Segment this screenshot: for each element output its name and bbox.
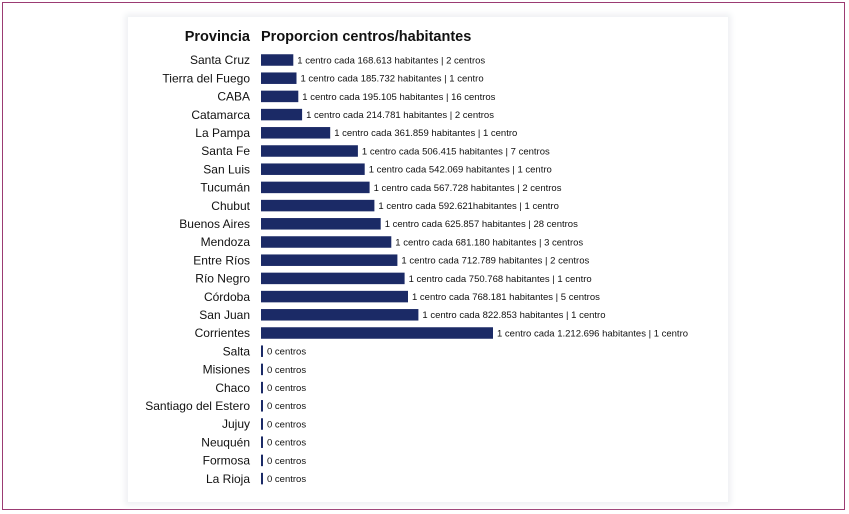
data-label: 1 centro cada 567.728 habitantes | 2 cen… <box>374 183 562 194</box>
bar <box>261 309 419 321</box>
category-label: Misiones <box>203 363 250 377</box>
bar <box>261 181 370 194</box>
chart-rows: Santa Cruz 1 centro cada 168.613 habitant… <box>145 53 688 486</box>
category-label: CABA <box>217 90 250 104</box>
bar <box>261 199 375 212</box>
bar <box>261 72 297 84</box>
category-label: Salta <box>223 344 251 358</box>
bar <box>261 345 263 357</box>
data-label: 1 centro cada 1.212.696 habitantes | 1 c… <box>497 328 688 339</box>
data-label: 0 centros <box>267 347 306 358</box>
bar <box>261 472 263 485</box>
category-label: Córdoba <box>204 290 250 304</box>
data-label: 1 centro cada 768.181 habitantes | 5 cen… <box>412 292 600 303</box>
bar <box>261 363 263 376</box>
bar <box>261 90 299 103</box>
data-label: 1 centro cada 712.789 habitantes | 2 cen… <box>401 256 589 267</box>
data-label: 1 centro cada 168.613 habitantes | 2 cen… <box>297 55 485 66</box>
data-label: 1 centro cada 214.781 habitantes | 2 cen… <box>306 110 494 121</box>
category-label: Neuquén <box>201 435 250 449</box>
bar <box>261 454 263 467</box>
category-label: Chaco <box>215 381 250 395</box>
bar <box>261 254 398 266</box>
category-label: La Rioja <box>206 472 250 486</box>
bar <box>261 54 294 66</box>
data-label: 1 centro cada 750.768 habitantes | 1 cen… <box>409 274 592 285</box>
category-label: Santiago del Estero <box>145 399 250 413</box>
category-label: San Luis <box>203 162 250 176</box>
category-label: Catamarca <box>191 108 250 122</box>
bar <box>261 236 392 248</box>
data-label: 1 centro cada 195.105 habitantes | 16 ce… <box>302 92 495 103</box>
category-label: Tierra del Fuego <box>162 71 250 85</box>
category-label: Santa Fe <box>201 144 250 158</box>
data-label: 0 centros <box>267 383 306 394</box>
category-label: Santa Cruz <box>190 53 250 67</box>
category-label: Chubut <box>211 199 250 213</box>
bar <box>261 108 303 121</box>
category-label: Buenos Aires <box>179 217 250 231</box>
data-label: 0 centros <box>267 438 306 449</box>
bar <box>261 272 405 285</box>
bar <box>261 218 381 230</box>
data-label: 1 centro cada 506.415 habitantes | 7 cen… <box>362 146 550 157</box>
data-label: 1 centro cada 185.732 habitantes | 1 cen… <box>301 74 484 85</box>
bar <box>261 145 358 157</box>
category-label: Entre Ríos <box>193 253 250 267</box>
category-label: Tucumán <box>200 181 250 195</box>
data-label: 1 centro cada 592.621habitantes | 1 cent… <box>378 201 558 212</box>
header-value: Proporcion centros/habitantes <box>261 29 471 45</box>
bar <box>261 127 331 139</box>
category-label: Río Negro <box>195 272 250 286</box>
bar <box>261 418 263 430</box>
category-label: La Pampa <box>195 126 250 140</box>
data-label: 0 centros <box>267 474 306 485</box>
data-label: 0 centros <box>267 401 306 412</box>
data-label: 1 centro cada 361.859 habitantes | 1 cen… <box>334 128 517 139</box>
data-label: 0 centros <box>267 456 306 467</box>
bar <box>261 381 263 394</box>
bar <box>261 436 263 448</box>
category-label: Corrientes <box>195 326 250 340</box>
data-label: 0 centros <box>267 419 306 430</box>
bar <box>261 400 263 412</box>
category-label: Formosa <box>203 454 251 468</box>
chart-panel <box>128 17 728 502</box>
data-label: 1 centro cada 681.180 habitantes | 3 cen… <box>395 237 583 248</box>
category-label: San Juan <box>199 308 250 322</box>
data-label: 1 centro cada 542.069 habitantes | 1 cen… <box>369 165 552 176</box>
bar <box>261 327 493 339</box>
data-label: 0 centros <box>267 365 306 376</box>
category-label: Jujuy <box>222 417 250 431</box>
data-label: 1 centro cada 625.857 habitantes | 28 ce… <box>385 219 578 230</box>
data-label: 1 centro cada 822.853 habitantes | 1 cen… <box>422 310 605 321</box>
header-category: Provincia <box>185 29 251 45</box>
category-label: Mendoza <box>201 235 251 249</box>
bar <box>261 163 365 175</box>
bar <box>261 290 408 303</box>
